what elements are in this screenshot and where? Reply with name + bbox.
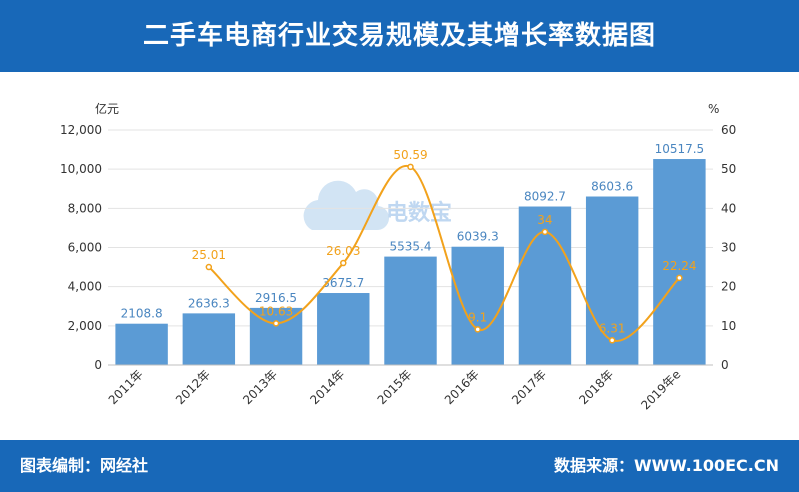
line-value-label: 6.31 [599, 321, 626, 335]
right-tick-label: 60 [721, 123, 736, 137]
bar-value-label: 8603.6 [591, 180, 633, 194]
line-value-label: 9.1 [468, 310, 487, 324]
left-tick-label: 12,000 [60, 123, 102, 137]
category-label: 2012年 [173, 367, 213, 407]
line-value-label: 50.59 [393, 148, 427, 162]
bar [384, 256, 437, 365]
category-label: 2019年e [638, 367, 683, 412]
right-tick-label: 20 [721, 280, 736, 294]
category-label: 2013年 [240, 367, 280, 407]
left-axis-unit: 亿元 [95, 101, 119, 116]
bar [182, 313, 236, 365]
left-tick-label: 10,000 [60, 162, 102, 176]
category-label: 2017年 [509, 367, 549, 407]
right-tick-label: 30 [721, 241, 736, 255]
line-point [340, 259, 347, 267]
line-value-label: 34 [537, 213, 552, 227]
category-label: 2011年 [106, 367, 146, 407]
line-point [541, 228, 549, 236]
bar-value-label: 2636.3 [188, 296, 230, 310]
line-point [474, 326, 481, 333]
cloud-icon [303, 180, 390, 231]
chart: 电数宝 2108.8 2636.3 2916.5 3675.7 5535.4 6039.3… [60, 101, 736, 412]
bar-value-label: 2916.5 [255, 291, 297, 305]
line-value-label: 22.24 [662, 259, 696, 273]
bar-value-label: 6039.3 [457, 230, 499, 244]
line-point [272, 320, 280, 327]
right-tick-label: 50 [721, 162, 736, 176]
left-tick-label: 8,000 [68, 201, 102, 215]
bar-value-label: 8092.7 [524, 190, 566, 204]
bar-value-label: 3675.7 [322, 276, 364, 290]
watermark-text: 电数宝 [386, 200, 452, 226]
bar-value-label: 2108.8 [121, 307, 163, 321]
right-tick-label: 0 [721, 358, 729, 372]
watermark-logo: 电数宝 [303, 180, 452, 231]
footer-credit: 图表编制：网经社 [20, 456, 149, 475]
bar [451, 246, 504, 365]
bar-value-label: 10517.5 [655, 142, 705, 156]
bar-value-label: 5535.4 [390, 240, 432, 254]
right-tick-label: 40 [721, 201, 736, 215]
right-tick-label: 10 [721, 319, 736, 333]
right-axis-unit: % [708, 102, 719, 116]
category-label: 2014年 [307, 367, 347, 407]
line-value-label: 10.63 [259, 304, 293, 318]
header-bar: 二手车电商行业交易规模及其增长率数据图 [0, 0, 799, 72]
line-value-label: 26.03 [326, 244, 360, 258]
category-label: 2018年 [576, 367, 616, 407]
bar [115, 323, 168, 365]
line-point [205, 263, 213, 271]
line-value-label: 25.01 [192, 248, 226, 262]
line-point [676, 274, 683, 282]
left-tick-label: 4,000 [68, 280, 102, 294]
category-label: 2015年 [375, 367, 415, 407]
line-point [407, 163, 414, 171]
left-tick-label: 0 [94, 358, 102, 372]
footer-source: 数据来源：WWW.100EC.CN [553, 456, 779, 475]
line-point [608, 337, 616, 344]
footer-bar: 图表编制：网经社 数据来源：WWW.100EC.CN [0, 440, 799, 492]
left-tick-label: 2,000 [68, 319, 102, 333]
bar [653, 159, 706, 365]
category-label: 2016年 [442, 367, 482, 407]
left-tick-label: 6,000 [68, 241, 102, 255]
bar [317, 293, 370, 365]
page-title: 二手车电商行业交易规模及其增长率数据图 [142, 21, 656, 51]
growth-rate-line [208, 164, 681, 342]
